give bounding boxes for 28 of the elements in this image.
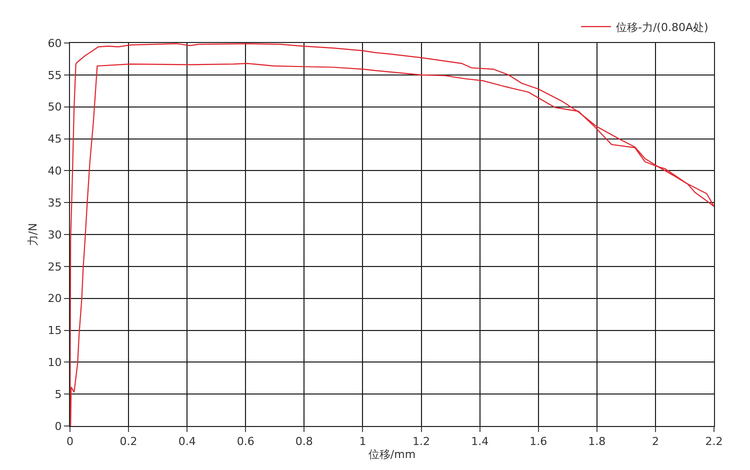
y-tick-label: 20 [48, 292, 62, 306]
y-tick-label: 40 [48, 164, 62, 178]
y-tick-label: 5 [54, 388, 62, 401]
x-tick-label: 1.8 [588, 435, 606, 448]
y-tick-label: 50 [48, 100, 62, 114]
x-tick-label: 0.4 [178, 435, 196, 448]
y-tick-label: 15 [48, 324, 62, 338]
y-tick-label: 25 [48, 260, 62, 274]
x-tick-label: 2 [652, 435, 659, 448]
y-tick-label: 10 [48, 356, 62, 370]
x-tick-label: 0.6 [236, 435, 254, 448]
x-tick-label: 1.2 [412, 435, 430, 448]
y-tick-label: 35 [48, 196, 62, 210]
y-tick-label: 30 [48, 228, 62, 242]
x-tick-label: 1.6 [530, 435, 548, 448]
legend-label: 位移-力/(0.80A处) [616, 20, 708, 34]
x-tick-label: 0.8 [295, 435, 313, 448]
x-axis-title: 位移/mm [368, 448, 416, 462]
y-tick-label: 0 [54, 420, 62, 433]
x-tick-label: 1.4 [471, 435, 489, 448]
x-tick-label: 2.2 [705, 435, 723, 448]
y-tick-label: 55 [48, 68, 62, 82]
y-tick-label: 60 [48, 36, 62, 50]
x-tick-label: 0 [66, 435, 74, 448]
y-axis-title: 力/N [26, 223, 40, 246]
x-tick-label: 1 [359, 435, 366, 448]
x-tick-label: 0.2 [120, 435, 138, 448]
y-tick-label: 45 [48, 132, 62, 146]
